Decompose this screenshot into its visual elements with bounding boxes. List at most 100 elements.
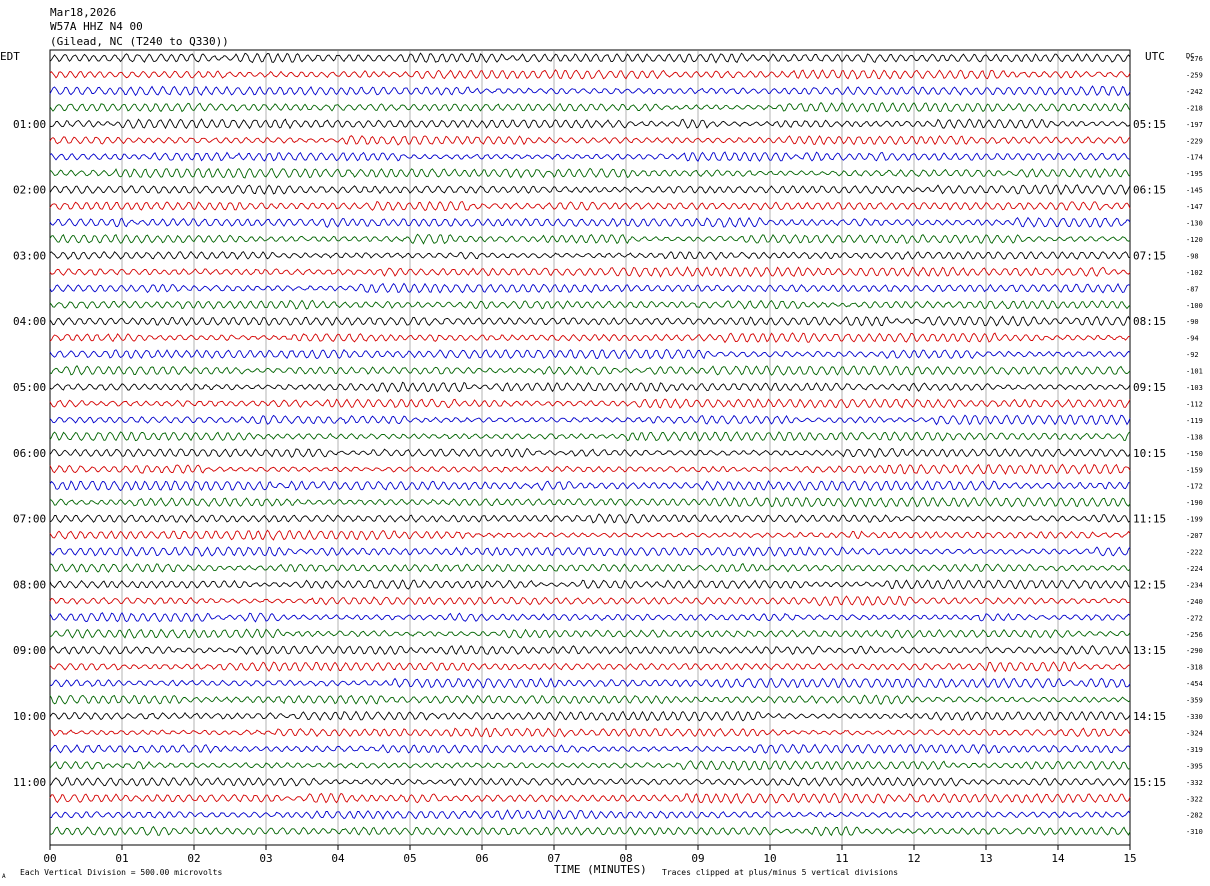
trace-line-1 bbox=[49, 52, 1131, 64]
right-hour-label: 07:15 bbox=[1133, 249, 1166, 262]
footer: A Each Vertical Division = 500.00 microv… bbox=[2, 863, 898, 880]
trace-line-17 bbox=[49, 315, 1131, 327]
trace-line-8 bbox=[49, 167, 1131, 179]
x-tick-label: 01 bbox=[115, 852, 128, 865]
right-hour-label: 06:15 bbox=[1133, 184, 1166, 197]
trace-line-24 bbox=[49, 431, 1131, 442]
x-tick-label: 14 bbox=[1051, 852, 1065, 865]
dc-offset-label: -310 bbox=[1186, 828, 1203, 836]
dc-offset-label: -272 bbox=[1186, 614, 1203, 622]
left-hour-label: 07:00 bbox=[13, 513, 46, 526]
trace-line-30 bbox=[49, 529, 1131, 541]
dc-offset-label: -102 bbox=[1186, 269, 1203, 277]
dc-offset-label: -98 bbox=[1186, 252, 1199, 260]
left-hour-label: 05:00 bbox=[13, 381, 46, 394]
dc-offset-label: -454 bbox=[1186, 680, 1203, 688]
trace-line-10 bbox=[49, 200, 1131, 212]
trace-line-35 bbox=[49, 611, 1131, 623]
dc-offset-label: -103 bbox=[1186, 384, 1203, 392]
trace-line-9 bbox=[49, 184, 1131, 196]
right-hour-label: 10:15 bbox=[1133, 447, 1166, 460]
trace-line-16 bbox=[49, 299, 1131, 310]
x-tick-label: 13 bbox=[979, 852, 992, 865]
dc-offset-label: -197 bbox=[1186, 121, 1203, 129]
trace-line-48 bbox=[49, 825, 1131, 837]
trace-line-34 bbox=[49, 595, 1131, 607]
x-axis-label: TIME (MINUTES) bbox=[554, 863, 647, 876]
trace-line-22 bbox=[49, 398, 1131, 409]
dc-offset-label: -101 bbox=[1186, 368, 1203, 376]
dc-offset-label: -240 bbox=[1186, 598, 1203, 606]
traces bbox=[49, 52, 1131, 837]
x-tick-labels: 00 01 02 03 04 05 06 07 08 09 10 11 12 13 14 15 bbox=[43, 845, 1137, 865]
left-hour-label: 02:00 bbox=[13, 184, 46, 197]
right-hour-label: 11:15 bbox=[1133, 513, 1166, 526]
trace-line-38 bbox=[49, 661, 1131, 673]
dc-offset-label: -150 bbox=[1186, 450, 1203, 458]
dc-offset-label: -130 bbox=[1186, 220, 1203, 228]
trace-line-11 bbox=[49, 216, 1131, 228]
trace-line-27 bbox=[49, 480, 1130, 492]
scale-note: Each Vertical Division = 500.00 microvol… bbox=[20, 868, 222, 877]
dc-offset-label: -330 bbox=[1186, 713, 1203, 721]
dc-offset-label: -359 bbox=[1186, 697, 1203, 705]
dc-offset-label: -324 bbox=[1186, 729, 1203, 737]
dc-offset-label: -256 bbox=[1186, 631, 1203, 639]
trace-line-6 bbox=[49, 135, 1131, 146]
dc-offset-label: -222 bbox=[1186, 549, 1203, 557]
x-tick-label: 05 bbox=[403, 852, 416, 865]
left-hour-label: 09:00 bbox=[13, 644, 46, 657]
plot-frame bbox=[49, 49, 1131, 846]
trace-line-33 bbox=[49, 579, 1131, 590]
dc-offset-label: -100 bbox=[1186, 302, 1203, 310]
trace-line-47 bbox=[50, 809, 1131, 821]
x-tick-label: 03 bbox=[259, 852, 272, 865]
station-label: W57A HHZ N4 00 bbox=[50, 20, 143, 33]
x-tick-label: 08 bbox=[619, 852, 632, 865]
left-hour-label: 01:00 bbox=[13, 118, 46, 131]
trace-line-42 bbox=[49, 727, 1131, 738]
left-hour-label: 03:00 bbox=[13, 249, 46, 262]
dc-offset-label: -195 bbox=[1186, 170, 1203, 178]
dc-offset-label: -119 bbox=[1186, 417, 1203, 425]
trace-line-41 bbox=[49, 710, 1131, 722]
dc-offset-label: -290 bbox=[1186, 647, 1203, 655]
trace-line-2 bbox=[49, 69, 1131, 80]
dc-offset-label: -112 bbox=[1186, 400, 1203, 408]
dc-offset-label: -87 bbox=[1186, 285, 1199, 293]
x-tick-label: 06 bbox=[475, 852, 488, 865]
trace-line-4 bbox=[49, 101, 1131, 113]
dc-offset-label: -94 bbox=[1186, 335, 1199, 343]
dc-offset-label: -174 bbox=[1186, 154, 1203, 162]
dc-label: DC bbox=[1186, 52, 1194, 60]
left-zone-label: EDT bbox=[0, 50, 20, 63]
trace-line-46 bbox=[49, 792, 1131, 804]
trace-line-13 bbox=[49, 250, 1131, 261]
left-hour-label: 10:00 bbox=[13, 710, 46, 723]
right-hour-label: 13:15 bbox=[1133, 644, 1166, 657]
trace-line-19 bbox=[49, 348, 1131, 360]
dc-offset-label: -92 bbox=[1186, 351, 1199, 359]
dc-offset-label: -282 bbox=[1186, 812, 1203, 820]
trace-line-45 bbox=[49, 776, 1131, 787]
trace-line-26 bbox=[49, 463, 1131, 475]
location-label: (Gilead, NC (T240 to Q330)) bbox=[50, 35, 229, 48]
dc-offset-label: -199 bbox=[1186, 516, 1203, 524]
trace-line-12 bbox=[49, 233, 1131, 245]
trace-line-21 bbox=[49, 381, 1131, 393]
date-label: Mar18,2026 bbox=[50, 6, 116, 19]
x-tick-label: 07 bbox=[547, 852, 560, 865]
dc-offset-label: -234 bbox=[1186, 581, 1203, 589]
corner-mark: A bbox=[2, 873, 6, 880]
trace-line-32 bbox=[49, 562, 1131, 573]
dc-offset-labels: -276 -259 -242 -218 -197 -229 -174 -195 -145 -147… bbox=[1186, 55, 1203, 836]
dc-offset-label: -90 bbox=[1186, 318, 1199, 326]
x-tick-label: 15 bbox=[1123, 852, 1136, 865]
trace-line-5 bbox=[49, 118, 1131, 130]
dc-offset-label: -218 bbox=[1186, 104, 1203, 112]
trace-line-20 bbox=[49, 365, 1131, 376]
right-hour-label: 05:15 bbox=[1133, 118, 1166, 131]
right-hour-label: 12:15 bbox=[1133, 578, 1166, 591]
dc-offset-label: -172 bbox=[1186, 483, 1203, 491]
